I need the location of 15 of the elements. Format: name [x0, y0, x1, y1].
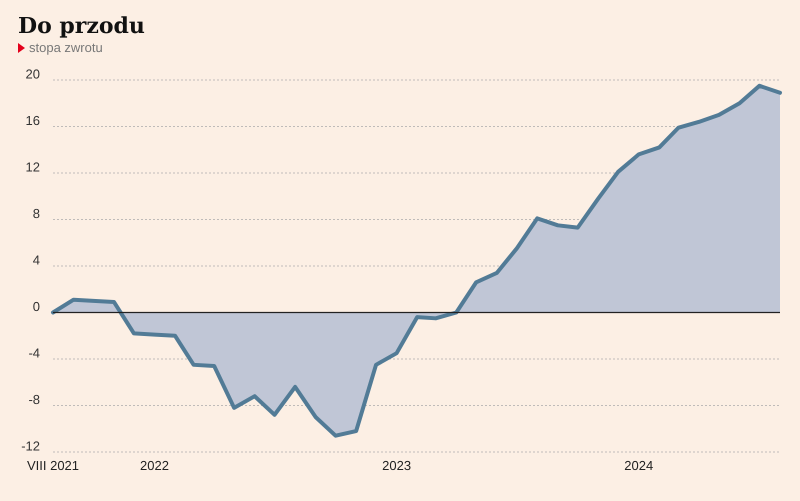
y-tick-label: -12 — [21, 438, 40, 454]
chart-title: Do przodu — [18, 13, 145, 39]
y-tick-label: 4 — [32, 252, 40, 268]
chart-subtitle: stopa zwrotu — [29, 40, 103, 55]
y-tick-label: 8 — [32, 206, 40, 222]
y-tick-label: 16 — [26, 113, 40, 128]
x-tick-label: VIII 2021 — [26, 458, 80, 473]
y-tick-label: 0 — [32, 299, 40, 314]
y-tick-label: -4 — [28, 346, 40, 361]
x-tick-label: 2022 — [140, 458, 169, 473]
y-tick-label: -8 — [28, 392, 40, 408]
y-tick-label: 20 — [26, 66, 40, 82]
y-tick-label: 12 — [26, 160, 40, 175]
x-tick-label: 2024 — [624, 458, 654, 473]
x-tick-label: 2023 — [382, 458, 412, 473]
